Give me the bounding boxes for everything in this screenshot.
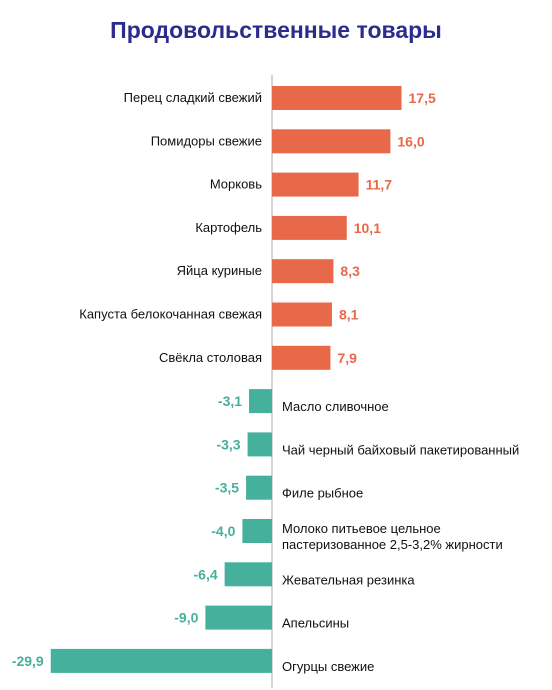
value-label-10: -4,0 — [211, 523, 235, 539]
bar-13 — [50, 648, 272, 673]
bar-2 — [272, 172, 359, 197]
category-label-10: Молоко питьевое цельное пастеризованное 2… — [282, 521, 503, 552]
category-label-2: Морковь — [210, 177, 262, 192]
category-label-1: Помидоры свежие — [151, 133, 262, 148]
bar-3 — [272, 215, 347, 240]
bar-8 — [247, 432, 272, 457]
bar-6 — [272, 345, 331, 370]
category-label-3: Картофель — [195, 220, 262, 235]
value-label-13: -29,9 — [12, 653, 44, 669]
value-label-5: 8,1 — [339, 307, 359, 323]
category-label-5: Капуста белокочанная свежая — [79, 307, 262, 322]
category-label-13: Огурцы свежие — [282, 659, 374, 674]
bar-7 — [249, 389, 272, 414]
bar-10 — [242, 519, 272, 543]
value-label-7: -3,1 — [218, 393, 242, 409]
category-label-7: Масло сливочное — [282, 399, 389, 414]
value-label-8: -3,3 — [216, 436, 240, 452]
category-label-11: Жевательная резинка — [282, 572, 415, 587]
value-label-6: 7,9 — [337, 350, 357, 366]
bar-5 — [272, 302, 332, 327]
category-label-9: Филе рыбное — [282, 486, 363, 501]
bar-1 — [272, 129, 391, 154]
bar-9 — [246, 475, 272, 500]
value-label-9: -3,5 — [215, 480, 239, 496]
category-label-4: Яйца куриные — [177, 263, 262, 278]
category-label-8: Чай черный байховый пакетированный — [282, 442, 519, 457]
value-label-0: 17,5 — [409, 90, 436, 106]
category-label-6: Свёкла столовая — [159, 350, 262, 365]
value-label-4: 8,3 — [340, 263, 360, 279]
category-label-0: Перец сладкий свежий — [124, 90, 262, 105]
value-label-2: 11,7 — [366, 177, 393, 193]
value-label-11: -6,4 — [194, 566, 218, 582]
bar-0 — [272, 86, 402, 110]
category-label-12: Апельсины — [282, 616, 349, 631]
bar-12 — [205, 605, 272, 630]
value-label-12: -9,0 — [174, 610, 198, 626]
value-label-1: 16,0 — [397, 133, 424, 149]
bar-11 — [224, 562, 272, 587]
bar-4 — [272, 259, 334, 284]
value-label-3: 10,1 — [354, 220, 381, 236]
chart-title: Продовольственные товары — [110, 17, 442, 43]
